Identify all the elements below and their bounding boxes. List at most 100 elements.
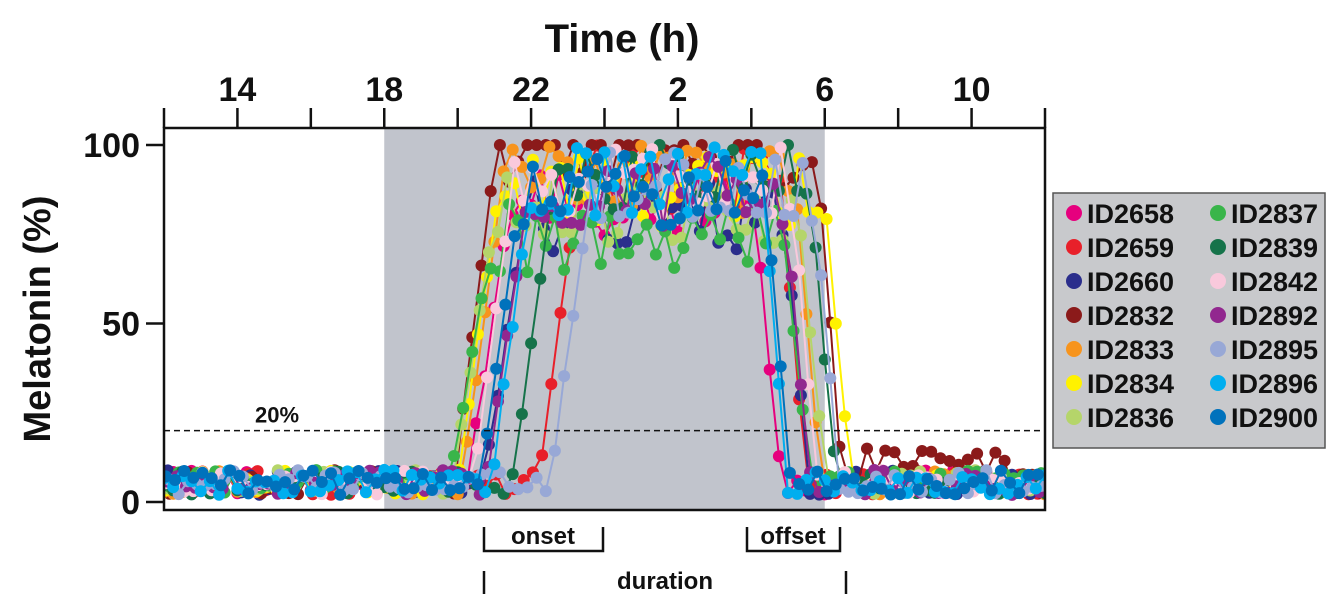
data-point xyxy=(892,472,905,485)
data-point xyxy=(782,486,794,499)
data-point xyxy=(545,168,558,181)
data-point xyxy=(747,192,760,205)
chart-title: Time (h) xyxy=(545,17,700,61)
data-point xyxy=(214,479,227,492)
data-point xyxy=(998,454,1011,467)
data-point xyxy=(958,482,971,495)
data-point xyxy=(971,447,984,460)
data-point xyxy=(710,203,723,216)
data-point xyxy=(457,401,470,414)
data-point xyxy=(662,173,675,186)
data-point xyxy=(521,139,534,151)
legend-item: ID2834 xyxy=(1066,369,1174,399)
data-point xyxy=(838,410,851,423)
data-point xyxy=(765,167,778,180)
data-point xyxy=(943,455,956,467)
data-point xyxy=(426,484,438,496)
data-point xyxy=(800,187,813,200)
data-point xyxy=(879,444,892,457)
data-point xyxy=(783,466,796,479)
data-point xyxy=(666,234,679,246)
threshold-label: 20% xyxy=(255,403,299,428)
x-tick-label: 22 xyxy=(512,71,550,109)
data-point xyxy=(989,446,1002,459)
data-point xyxy=(793,478,806,490)
data-point xyxy=(805,156,818,169)
data-point xyxy=(194,485,207,498)
data-point xyxy=(279,476,292,489)
legend-label: ID2896 xyxy=(1231,369,1318,399)
data-point xyxy=(539,485,552,498)
data-point xyxy=(739,223,752,236)
data-point xyxy=(884,488,897,501)
data-point xyxy=(894,488,906,501)
data-point xyxy=(521,481,534,494)
data-point xyxy=(196,466,209,479)
data-point xyxy=(558,370,571,383)
data-point xyxy=(508,230,521,243)
data-point xyxy=(534,272,547,285)
data-point xyxy=(352,465,365,477)
data-point xyxy=(857,484,870,497)
legend-item: ID2892 xyxy=(1210,301,1318,331)
legend-marker xyxy=(1066,375,1082,391)
data-point xyxy=(813,410,826,422)
data-point xyxy=(521,266,534,279)
data-point xyxy=(659,153,672,166)
x-tick-label: 14 xyxy=(219,71,257,109)
data-point xyxy=(620,236,633,249)
data-point xyxy=(490,302,503,315)
legend-marker xyxy=(1066,307,1082,323)
data-point xyxy=(488,481,501,494)
data-point xyxy=(508,156,521,169)
data-point xyxy=(506,468,519,481)
data-point xyxy=(343,472,356,485)
data-point xyxy=(747,171,760,184)
data-point xyxy=(827,445,840,458)
legend-item: ID2842 xyxy=(1210,267,1318,297)
data-point xyxy=(484,262,497,275)
data-point xyxy=(187,471,200,484)
data-point xyxy=(600,180,613,193)
data-point xyxy=(613,210,626,223)
data-point xyxy=(934,452,947,465)
data-point xyxy=(774,141,787,154)
data-point xyxy=(453,482,466,495)
data-point xyxy=(708,141,721,154)
data-point xyxy=(673,212,686,225)
data-point xyxy=(778,239,791,251)
data-point xyxy=(558,263,571,276)
data-point xyxy=(370,488,383,501)
data-point xyxy=(325,467,337,480)
data-point xyxy=(1031,468,1044,481)
data-point xyxy=(787,324,800,337)
data-point xyxy=(949,488,962,501)
data-point xyxy=(448,450,460,462)
data-point xyxy=(398,482,411,495)
legend-marker xyxy=(1210,205,1226,221)
legend-label: ID2842 xyxy=(1231,267,1318,297)
legend-item: ID2832 xyxy=(1066,301,1174,331)
data-point xyxy=(517,218,530,231)
data-point xyxy=(732,231,745,244)
data-point xyxy=(754,147,767,160)
data-point xyxy=(490,362,503,375)
y-tick-label: 50 xyxy=(102,306,140,344)
data-point xyxy=(572,176,585,188)
data-point xyxy=(769,153,782,166)
data-point xyxy=(921,473,934,486)
data-point xyxy=(347,483,359,496)
data-point xyxy=(842,485,855,498)
data-point xyxy=(848,472,861,485)
legend-marker xyxy=(1210,375,1226,391)
data-point xyxy=(778,208,791,221)
data-point xyxy=(565,216,578,229)
data-point xyxy=(462,470,475,483)
data-point xyxy=(525,202,538,214)
data-point xyxy=(306,464,319,477)
data-point xyxy=(736,169,749,181)
data-point xyxy=(727,165,739,178)
data-point xyxy=(565,226,578,239)
y-tick-label: 0 xyxy=(121,484,140,522)
data-point xyxy=(776,218,789,230)
